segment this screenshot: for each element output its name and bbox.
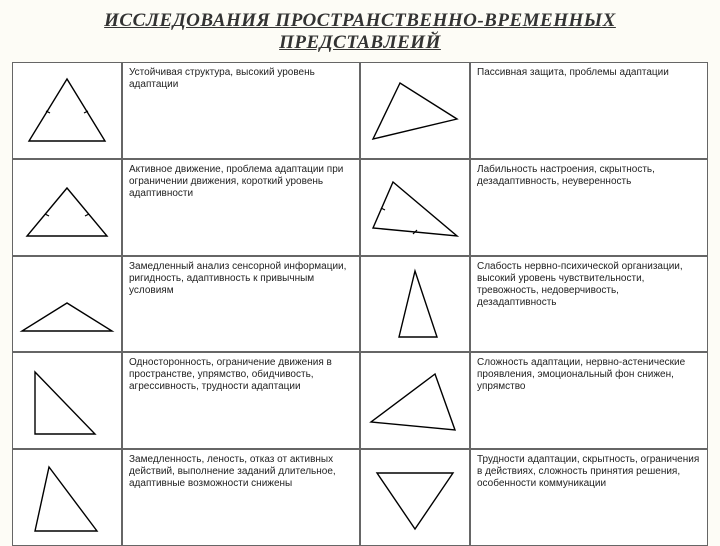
desc-text: Устойчивая структура, высокий уровень ад… (129, 67, 353, 91)
shape-cell (360, 449, 470, 546)
desc-cell: Слабость нервно-психической организации,… (470, 256, 708, 353)
desc-text: Односторонность, ограничение движения в … (129, 357, 353, 393)
desc-cell: Активное движение, проблема адаптации пр… (122, 159, 360, 256)
desc-cell: Замедленный анализ сенсорной информации,… (122, 256, 360, 353)
shape-cell (360, 352, 470, 449)
page-title: ИССЛЕДОВАНИЯ ПРОСТРАНСТВЕННО-ВРЕМЕННЫХ П… (0, 0, 720, 62)
shape-cell (12, 256, 122, 353)
desc-text: Сложность адаптации, нервно-астенические… (477, 357, 701, 393)
title-line-2: ПРЕДСТАВЛЕИЙ (279, 32, 441, 53)
desc-text: Замедленность, леность, отказ от активны… (129, 454, 353, 490)
desc-text: Пассивная защита, проблемы адаптации (477, 67, 669, 79)
shape-cell (360, 62, 470, 159)
shape-cell (12, 449, 122, 546)
title-line-1: ИССЛЕДОВАНИЯ ПРОСТРАНСТВЕННО-ВРЕМЕННЫХ (104, 10, 616, 31)
desc-cell: Пассивная защита, проблемы адаптации (470, 62, 708, 159)
desc-cell: Лабильность настроения, скрытность, деза… (470, 159, 708, 256)
desc-text: Трудности адаптации, скрытность, огранич… (477, 454, 701, 490)
desc-cell: Замедленность, леность, отказ от активны… (122, 449, 360, 546)
desc-text: Лабильность настроения, скрытность, деза… (477, 164, 701, 188)
shape-cell (360, 159, 470, 256)
triangle-grid: Устойчивая структура, высокий уровень ад… (12, 62, 708, 546)
desc-text: Слабость нервно-психической организации,… (477, 261, 701, 309)
shape-cell (360, 256, 470, 353)
shape-cell (12, 62, 122, 159)
desc-text: Замедленный анализ сенсорной информации,… (129, 261, 353, 297)
desc-cell: Сложность адаптации, нервно-астенические… (470, 352, 708, 449)
shape-cell (12, 159, 122, 256)
shape-cell (12, 352, 122, 449)
desc-cell: Устойчивая структура, высокий уровень ад… (122, 62, 360, 159)
desc-text: Активное движение, проблема адаптации пр… (129, 164, 353, 200)
desc-cell: Трудности адаптации, скрытность, огранич… (470, 449, 708, 546)
desc-cell: Односторонность, ограничение движения в … (122, 352, 360, 449)
